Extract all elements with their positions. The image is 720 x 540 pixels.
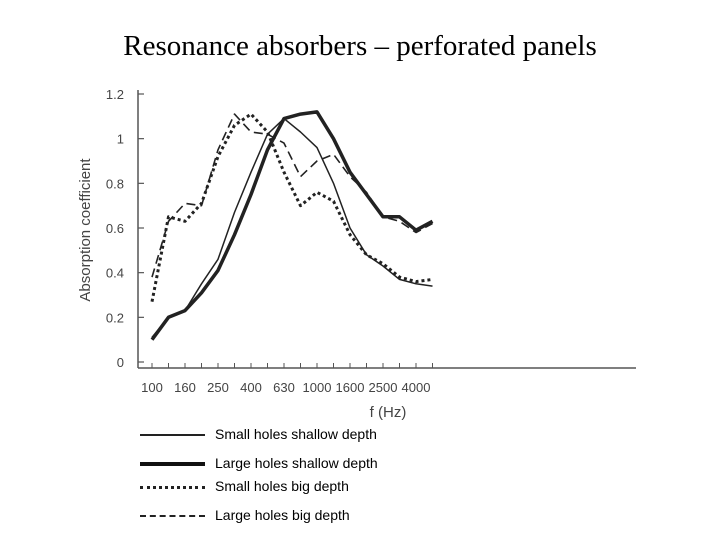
x-axis-label: f (Hz) [370,404,407,421]
x-tick-label: 250 [207,380,229,395]
x-tick-label: 100 [141,380,163,395]
legend-label: Large holes shallow depth [215,455,378,471]
y-tick-label: 0.8 [106,176,124,191]
legend-label: Large holes big depth [215,507,350,523]
series-line-1 [151,117,433,338]
legend-label: Small holes big depth [215,478,349,494]
x-tick-label: 160 [174,380,196,395]
legend-swatch-dotted [140,486,205,489]
legend-swatch-solid-thin [140,434,205,436]
y-tick-label: 0 [117,355,124,370]
y-tick-label: 1 [117,132,124,147]
series-line-3 [150,112,433,302]
series-line-4 [151,113,433,278]
x-tick-label: 630 [273,380,295,395]
slide-title: Resonance absorbers – perforated panels [123,30,597,62]
legend-swatch-solid-thick [140,462,205,466]
y-tick-label: 0.4 [106,266,124,281]
y-tick-label: 0.6 [106,221,124,236]
x-tick-label: 400 [240,380,262,395]
x-tick-label: 4000 [402,380,431,395]
series-line-2 [150,110,434,341]
x-tick-label: 1000 [303,380,332,395]
x-tick-label: 1600 [336,380,365,395]
y-tick-label: 0.2 [106,310,124,325]
y-axis-label: Absorption coefficient [77,158,94,302]
legend-swatch-dashed [140,515,205,517]
y-tick-label: 1.2 [106,87,124,102]
x-tick-label: 2500 [369,380,398,395]
legend-label: Small holes shallow depth [215,426,377,442]
